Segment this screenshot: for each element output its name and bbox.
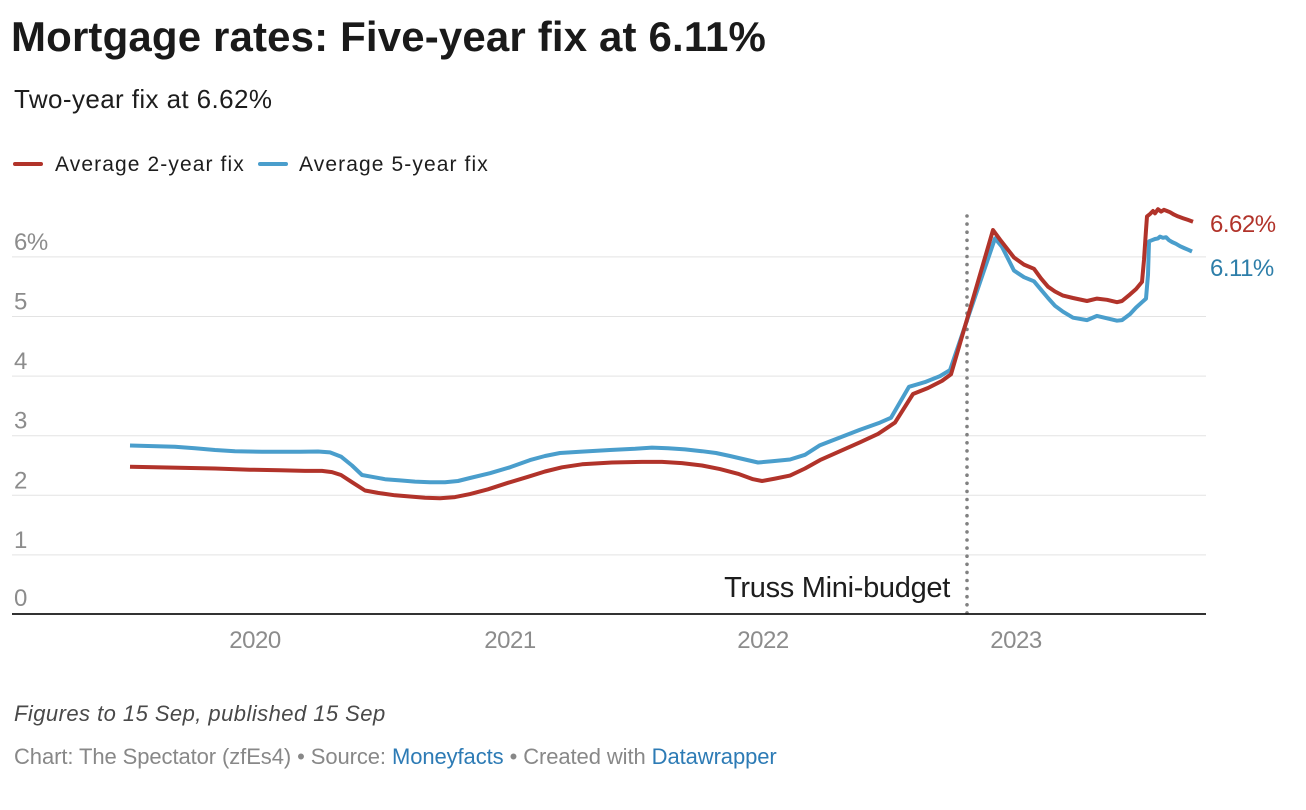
svg-text:6%: 6% — [14, 229, 48, 256]
svg-text:3: 3 — [14, 408, 27, 435]
svg-text:6.62%: 6.62% — [1210, 211, 1276, 238]
svg-text:2023: 2023 — [990, 627, 1042, 654]
svg-text:4: 4 — [14, 348, 27, 375]
svg-text:1: 1 — [14, 527, 27, 554]
svg-text:5: 5 — [14, 289, 27, 316]
svg-text:2020: 2020 — [229, 627, 281, 654]
svg-text:6.11%: 6.11% — [1210, 255, 1274, 282]
svg-text:Truss Mini-budget: Truss Mini-budget — [724, 572, 950, 604]
svg-text:2022: 2022 — [737, 627, 789, 654]
svg-text:0: 0 — [14, 585, 27, 612]
svg-text:2: 2 — [14, 467, 27, 494]
svg-text:2021: 2021 — [484, 627, 536, 654]
